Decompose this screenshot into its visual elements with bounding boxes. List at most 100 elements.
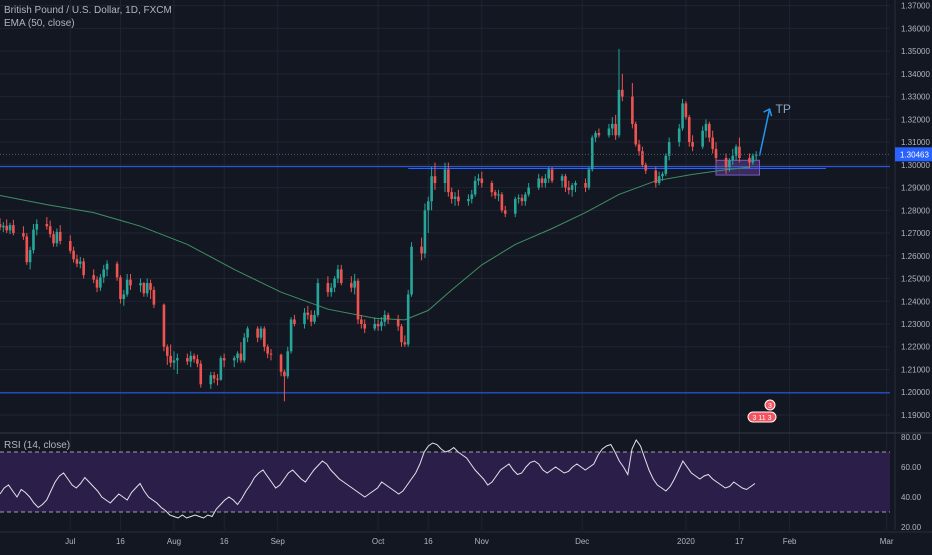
candle-body [45,223,49,227]
candle-body [617,89,621,136]
candle-body [25,236,29,263]
candle-body [333,278,336,288]
price-axis-label: 1.33000 [901,93,930,102]
candle-body [681,103,684,129]
candle-body [520,197,524,202]
candle-body [637,144,641,152]
candle-body [406,294,410,345]
price-axis-label: 1.34000 [901,70,930,79]
candle-body [142,283,146,294]
candle-body [701,130,704,147]
candle-body [360,319,363,324]
candle-body [219,358,223,380]
candle-body [503,210,507,214]
candle-body [373,324,377,329]
candle-body [0,223,2,228]
candle-body [313,314,316,322]
candle-body [490,183,494,193]
candle-body [754,154,758,156]
date-axis-label: Oct [372,537,385,546]
price-axis-label: 1.21000 [901,365,930,374]
price-axis-label: 1.22000 [901,343,930,352]
candle-body [751,155,755,163]
tp-arrow-head [763,108,773,117]
price-axis-label: 1.32000 [901,115,930,124]
event-badge-label: 3 [768,403,772,410]
price-axis-label: 1.24000 [901,297,930,306]
candle-body [269,353,273,355]
price-axis-label: 1.19000 [901,411,930,420]
candle-body [386,314,390,320]
candle-body [748,158,751,163]
candle-body [212,375,216,379]
candle-body [564,176,567,188]
event-badge [764,399,776,411]
price-axis-label: 1.26000 [901,252,930,261]
candle-body [610,123,614,129]
candle-body [433,176,437,184]
date-axis-label: 16 [220,537,229,546]
candle-body [129,279,132,286]
candle-body [329,287,333,293]
candle-body [5,225,8,231]
candle-body [363,324,366,329]
candle-body [540,178,544,184]
candle-body [289,319,293,352]
candle-body [631,96,634,124]
candle-body [426,201,430,211]
candle-body [169,355,172,363]
candle-body [664,155,668,174]
candle-body [232,358,236,361]
candle-body [32,229,35,251]
candle-body [734,146,738,156]
ema-legend[interactable]: EMA (50, close) [4,18,75,29]
candle-body [731,155,735,161]
candle-body [82,261,85,276]
symbol-title[interactable]: British Pound / U.S. Dollar, 1D, FXCM [4,5,172,16]
candle-body [102,269,106,278]
candle-body [199,363,203,385]
candle-body [641,151,644,165]
tp-label: TP [776,102,791,116]
candle-body [614,123,617,136]
date-axis-label: 17 [735,537,744,546]
candle-body [55,231,59,244]
candle-body [708,123,711,138]
candle-body [500,194,504,211]
candle-body [560,176,564,181]
date-axis-label: Feb [783,537,797,546]
candle-body [691,142,694,147]
candle-body [420,246,423,254]
tp-arrow [758,108,771,156]
rsi-axis-label: 20.00 [901,523,922,532]
candle-body [266,346,269,354]
candle-body [473,180,477,195]
date-axis-label: 16 [116,537,125,546]
candle-body [574,183,577,186]
candle-body [222,358,226,361]
candle-body [480,178,484,184]
candle-body [410,246,413,295]
candle-body [125,279,129,295]
rsi-legend[interactable]: RSI (14, close) [4,440,71,451]
candle-body [316,283,320,315]
candle-body [667,142,671,156]
candle-body [661,173,664,177]
candle-body [186,358,189,362]
candle-body [714,148,718,159]
ema-line [0,166,750,321]
price-axis-label: 1.35000 [901,47,930,56]
candle-body [423,210,427,254]
candle-body [607,128,611,136]
candle-body [256,328,259,338]
candle-body [654,170,658,184]
last-price-label: 1.30463 [900,150,929,159]
date-axis-label: Sep [271,537,286,546]
candle-body [594,133,597,138]
candle-body [48,226,52,235]
candle-body [513,198,517,214]
rsi-axis-label: 80.00 [901,433,922,442]
candle-body [336,269,340,279]
